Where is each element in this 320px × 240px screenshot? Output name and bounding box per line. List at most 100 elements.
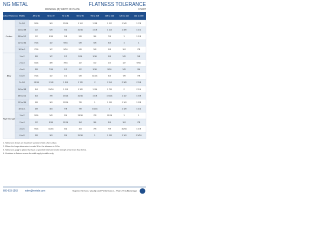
cell: 9/16	[93, 69, 98, 71]
column-header: 120 to 144	[119, 15, 129, 18]
cell: 3/4	[123, 49, 127, 51]
cell: 1	[109, 109, 111, 111]
cell: 3/4	[64, 135, 68, 137]
cell: 1	[138, 43, 140, 45]
column-header: Specified Thickness	[0, 16, 18, 18]
cell: 1	[123, 43, 125, 45]
thickness: 1/4 to 3/8	[18, 88, 27, 91]
column-header: 60 to 72	[47, 15, 55, 18]
thickness: 1/2 to 3/4	[18, 42, 27, 45]
cell: 1	[94, 102, 96, 104]
thickness: 3/8 to 1/2	[18, 35, 27, 38]
cell: 1 5/8	[136, 95, 141, 97]
cell: 3/4	[64, 29, 68, 31]
cell: 1 3/8	[63, 82, 68, 84]
cell: 1 1/4	[136, 109, 141, 111]
cell: 9/16	[34, 128, 39, 130]
column-header: Widths	[19, 15, 25, 18]
cell: 9/16	[49, 36, 54, 38]
cell: 1/2	[79, 69, 83, 71]
cell: 5/8	[79, 49, 83, 51]
cell: 15/16	[48, 89, 54, 91]
note: 3. Tolerances apply to plates that have …	[3, 149, 87, 152]
cell: 5/8	[35, 109, 39, 111]
cell: 3/4	[123, 122, 127, 124]
column-header: 84 to 96	[77, 15, 85, 18]
cell: 13/16	[78, 115, 84, 117]
thickness: 2 to 4	[19, 121, 25, 124]
tag: CHART	[138, 8, 146, 11]
cell: 1 1/8	[107, 102, 112, 104]
cell: 2	[123, 89, 125, 91]
thickness: 1/4 to 3/8	[18, 28, 27, 31]
cell: 5/16	[34, 62, 39, 64]
cell: 1	[94, 135, 96, 137]
group-label: High Strength	[3, 118, 15, 121]
column-header: 96 to 108	[91, 15, 100, 18]
cell: 1 1/8	[63, 89, 68, 91]
cell: 5/8	[93, 49, 97, 51]
column-header: 48 to 60	[33, 15, 41, 18]
subtitle: MATERIAL (B) WIDTH OF PLATE	[45, 8, 80, 11]
title-right: FLATNESS TOLERANCE	[89, 2, 147, 8]
cell: 1/2	[79, 62, 83, 64]
cell: 9/16	[34, 23, 39, 25]
cell: 1 3/8	[78, 89, 83, 91]
cell: 1/2	[49, 76, 53, 78]
note: 4. Variations in flatness across the wid…	[3, 152, 54, 155]
cell: 3/8	[49, 62, 53, 64]
cell: 15/16	[107, 115, 113, 117]
cell: 9/16	[64, 43, 69, 45]
cell: 1	[123, 115, 125, 117]
thickness: 3/4 to 1	[19, 108, 27, 111]
cell: 7/16	[34, 76, 39, 78]
cell: 1	[123, 36, 125, 38]
footer-email: sales@metals.com	[25, 190, 45, 193]
cell: 3/4	[79, 122, 83, 124]
cell: 2 1/4	[136, 89, 141, 91]
cell: 7/8	[64, 109, 68, 111]
cell: 5/8	[79, 76, 83, 78]
column-header: 144 to 168	[134, 15, 144, 18]
cell: 7/8	[137, 76, 141, 78]
cell: 7/8	[93, 115, 97, 117]
cell: 1/2	[35, 36, 39, 38]
cell: 1 1/8	[49, 82, 54, 84]
thickness: 1/2 to 3/4	[18, 101, 27, 104]
cell: 3/4	[93, 122, 97, 124]
cell: 1 5/8	[122, 23, 127, 25]
cell: 3/4	[108, 122, 112, 124]
cell: 9/16	[49, 122, 54, 124]
cell: 15/16	[121, 128, 127, 130]
cell: 5/8	[49, 29, 53, 31]
cell: 2 3/8	[122, 82, 127, 84]
thickness: 2 to 4	[19, 61, 25, 64]
cell: 1 1/4	[122, 135, 127, 137]
cell: 9/16	[107, 69, 112, 71]
logo	[139, 188, 146, 194]
cell: 3/4	[64, 128, 68, 130]
thickness: To 1/4	[19, 23, 25, 25]
cell: 5/8	[137, 56, 141, 58]
cell: 1/2	[93, 62, 97, 64]
cell: 3/4	[35, 89, 39, 91]
document: NG METAL FLATNESS TOLERANCE MATERIAL (B)…	[0, 2, 147, 194]
cell: 3/4	[108, 76, 112, 78]
cell: 1 1/4	[107, 29, 112, 31]
cell: 5/8	[108, 49, 112, 51]
cell: 1/2	[49, 43, 53, 45]
cell: 1/2	[64, 76, 68, 78]
cell: 5/8	[123, 69, 127, 71]
cell: 3/8	[35, 56, 39, 58]
note: 2. Where the longer dimension is under 3…	[3, 145, 61, 148]
cell: 5/8	[64, 36, 68, 38]
thickness: 3/4 to 1	[19, 48, 27, 51]
cell: 15/16	[92, 109, 98, 111]
cell: 15/16	[63, 23, 69, 25]
cell: 1/2	[123, 62, 127, 64]
cell: 7/8	[108, 128, 112, 130]
group-cell	[2, 99, 16, 139]
cell: 1 3/8	[122, 29, 127, 31]
cell: 7/8	[123, 76, 127, 78]
cell: 9/16	[93, 56, 98, 58]
